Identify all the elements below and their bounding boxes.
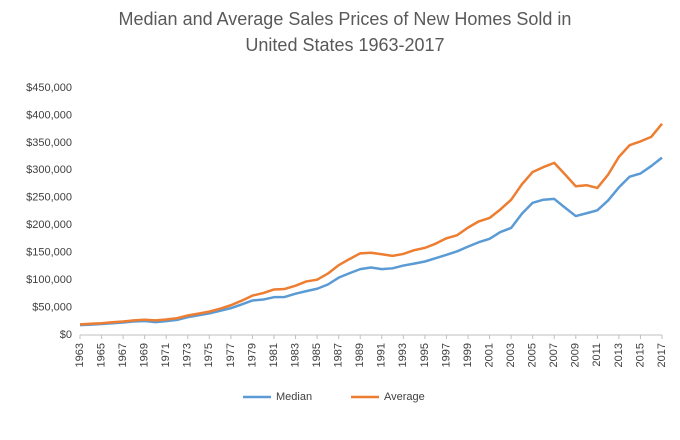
y-tick-label: $200,000 bbox=[26, 219, 72, 231]
x-tick-label: 1971 bbox=[160, 343, 172, 367]
x-tick-label: 1983 bbox=[289, 343, 301, 367]
x-tick-label: 1975 bbox=[203, 343, 215, 367]
x-tick-label: 1963 bbox=[74, 343, 86, 367]
x-tick-label: 2017 bbox=[656, 343, 668, 367]
line-series bbox=[79, 122, 663, 326]
y-tick-label: $400,000 bbox=[26, 109, 72, 121]
y-tick-label: $50,000 bbox=[32, 301, 72, 313]
y-tick-label: $450,000 bbox=[26, 82, 72, 94]
x-tick-label: 1993 bbox=[397, 343, 409, 367]
line-series bbox=[79, 156, 663, 327]
y-tick-label: $100,000 bbox=[26, 274, 72, 286]
x-tick-label: 2007 bbox=[548, 343, 560, 367]
x-tick-label: 1977 bbox=[225, 343, 237, 367]
x-tick-label: 1979 bbox=[246, 343, 258, 367]
x-tick-label: 1969 bbox=[139, 343, 151, 367]
y-tick-label: $150,000 bbox=[26, 247, 72, 259]
x-tick-label: 1967 bbox=[117, 343, 129, 367]
x-tick-label: 2011 bbox=[591, 343, 603, 367]
y-tick-label: $350,000 bbox=[26, 137, 72, 149]
x-tick-label: 2003 bbox=[505, 343, 517, 367]
x-tick-label: 1991 bbox=[376, 343, 388, 367]
x-tick-label: 1985 bbox=[311, 343, 323, 367]
y-tick-label: $300,000 bbox=[26, 164, 72, 176]
y-tick-label: $250,000 bbox=[26, 192, 72, 204]
x-tick-label: 1989 bbox=[354, 343, 366, 367]
chart-title: Median and Average Sales Prices of New H… bbox=[118, 9, 572, 55]
x-tick-label: 2009 bbox=[570, 343, 582, 367]
x-tick-label: 1973 bbox=[182, 343, 194, 367]
x-tick-label: 1999 bbox=[462, 343, 474, 367]
x-tick-label: 1965 bbox=[95, 343, 107, 367]
x-tick-label: 1987 bbox=[333, 343, 345, 367]
x-tick-label: 2015 bbox=[634, 343, 646, 367]
x-tick-label: 1995 bbox=[419, 343, 431, 367]
x-tick-label: 1997 bbox=[440, 343, 452, 367]
x-tick-label: 2013 bbox=[613, 343, 625, 367]
legend-label: Median bbox=[276, 391, 312, 403]
x-tick-label: 1981 bbox=[268, 343, 280, 367]
legend-label: Average bbox=[384, 391, 425, 403]
y-tick-label: $0 bbox=[60, 329, 72, 341]
x-tick-label: 2005 bbox=[527, 343, 539, 367]
x-tick-label: 2001 bbox=[483, 343, 495, 367]
